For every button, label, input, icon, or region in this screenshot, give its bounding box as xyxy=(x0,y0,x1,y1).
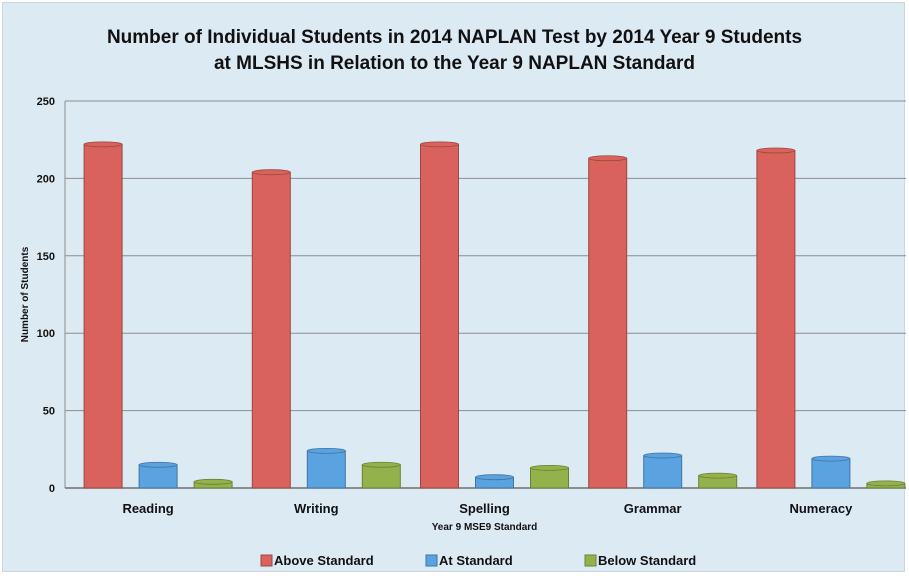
chart-title-line-1: Number of Individual Students in 2014 NA… xyxy=(106,27,803,48)
y-axis-title: Number of Students xyxy=(20,246,31,342)
x-category-label: Writing xyxy=(294,501,339,516)
bar-top-at-standard xyxy=(643,452,683,459)
legend-label-below-standard: Below Standard xyxy=(598,553,696,568)
bar-at-standard xyxy=(138,464,178,489)
y-tick-label: 100 xyxy=(37,328,55,340)
bar-above-standard xyxy=(588,157,628,489)
y-tick-label: 250 xyxy=(37,96,55,108)
bar-top-at-standard xyxy=(306,447,346,454)
bar-below-standard xyxy=(361,464,401,489)
bar-top-at-standard xyxy=(138,461,178,468)
bar-top-below-standard xyxy=(530,464,569,471)
x-axis-title: Year 9 MSE9 Standard xyxy=(432,522,538,533)
bar-below-standard xyxy=(530,467,569,489)
x-category-label: Numeracy xyxy=(789,501,853,516)
bar-top-above-standard xyxy=(83,141,123,148)
y-tick-label: 50 xyxy=(43,406,55,418)
x-category-label: Grammar xyxy=(624,501,682,516)
bar-top-above-standard xyxy=(420,141,459,148)
bar-above-standard xyxy=(756,150,796,489)
legend-label-above-standard: Above Standard xyxy=(274,553,374,568)
bar-top-below-standard xyxy=(193,478,233,485)
y-tick-label: 150 xyxy=(37,251,55,263)
bar-above-standard xyxy=(251,171,291,489)
chart-title-line-2: at MLSHS in Relation to the Year 9 NAPLA… xyxy=(213,53,696,74)
bar-top-below-standard xyxy=(698,472,738,479)
bar-chart: 0 50 100 150 200 250 Number of Students Reading… xyxy=(20,96,906,568)
bar-top-above-standard xyxy=(756,147,796,154)
bar-above-standard xyxy=(420,143,459,489)
legend-swatch-at-standard xyxy=(425,554,438,567)
bar-at-standard xyxy=(306,450,346,489)
bar-top-above-standard xyxy=(251,169,291,176)
bar-above-standard xyxy=(83,143,123,489)
x-category-label: Spelling xyxy=(459,501,510,516)
bar-top-at-standard xyxy=(475,474,514,481)
legend-swatch-below-standard xyxy=(584,554,597,567)
bar-top-below-standard xyxy=(361,461,401,468)
bar-at-standard xyxy=(643,454,683,489)
y-tick-label: 0 xyxy=(49,483,55,495)
bar-at-standard xyxy=(811,458,851,489)
bar-top-above-standard xyxy=(588,155,628,162)
y-tick-label: 200 xyxy=(37,173,55,185)
chart-title: Number of Individual Students in 2014 NA… xyxy=(3,25,906,77)
bar-top-at-standard xyxy=(811,455,851,462)
legend-swatch-above-standard xyxy=(260,554,273,567)
legend-label-at-standard: At Standard xyxy=(439,553,513,568)
x-category-label: Reading xyxy=(122,501,173,516)
bar-top-below-standard xyxy=(866,480,906,487)
